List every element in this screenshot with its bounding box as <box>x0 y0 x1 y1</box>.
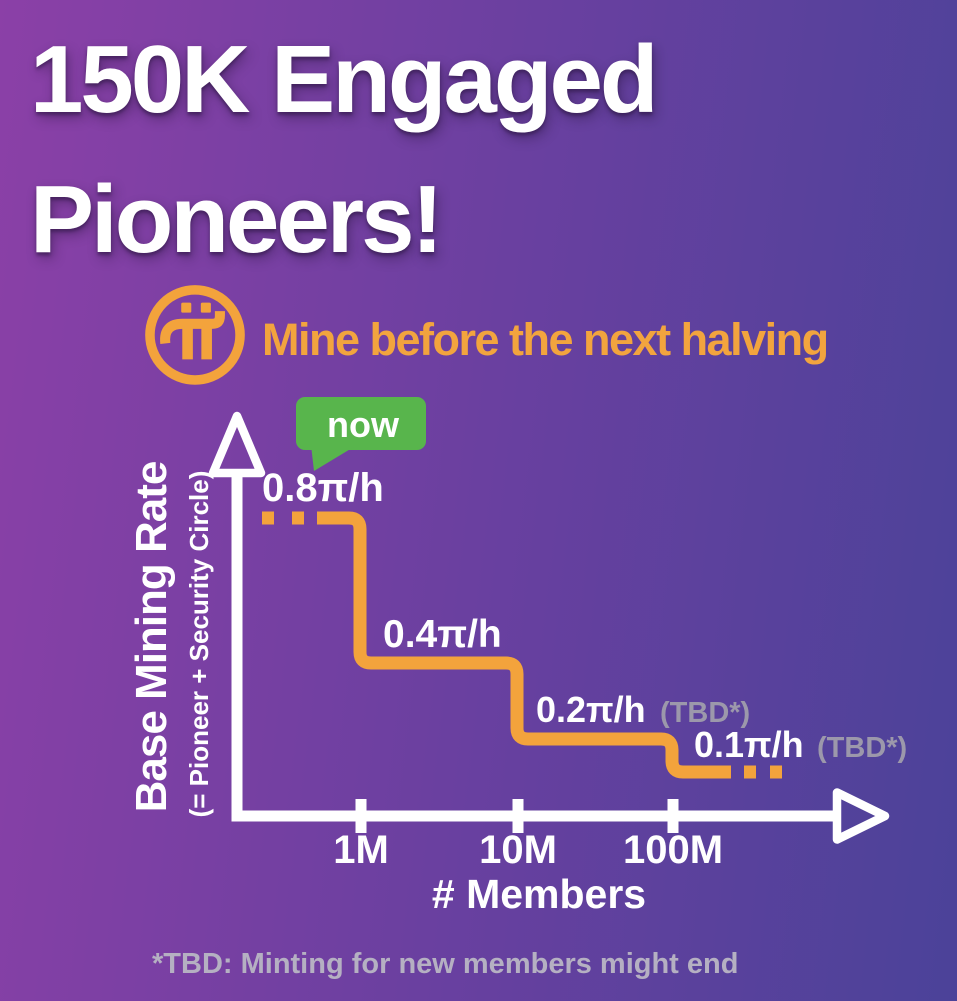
y-axis-arrowhead-icon <box>208 411 266 478</box>
step-line <box>317 511 731 779</box>
y-axis-title: Base Mining Rate <box>127 462 176 813</box>
rate-label-0-8: 0.8π/h <box>262 466 384 510</box>
x-axis-arrowhead-icon <box>832 788 890 844</box>
x-tick-label-10m: 10M <box>479 828 557 872</box>
now-callout: now <box>296 397 426 471</box>
tbd-footnote: *TBD: Minting for new members might end <box>152 948 739 980</box>
x-tick-label-1m: 1M <box>333 828 389 872</box>
headline-line-1: 150K Engaged <box>30 26 659 133</box>
now-bubble-tail-icon <box>311 445 357 471</box>
rate-note-0-1: (TBD*) <box>817 732 907 764</box>
rate-label-0-1: 0.1π/h <box>694 724 804 765</box>
rate-label-0-4: 0.4π/h <box>383 613 502 656</box>
y-axis-subtitle: (= Pioneer + Security Circle) <box>184 471 214 818</box>
x-tick-label-100m: 100M <box>623 828 723 872</box>
headline-line-2: Pioneers! <box>30 166 443 273</box>
rate-label-0-2: 0.2π/h <box>536 689 646 730</box>
pi-coin-icon <box>145 285 245 385</box>
axis-lines <box>231 476 833 822</box>
now-label: now <box>327 404 400 445</box>
rate-note-0-2: (TBD*) <box>660 697 750 729</box>
x-axis-title: # Members <box>432 871 646 917</box>
tagline: Mine before the next halving <box>262 314 829 365</box>
now-bubble <box>296 397 426 450</box>
